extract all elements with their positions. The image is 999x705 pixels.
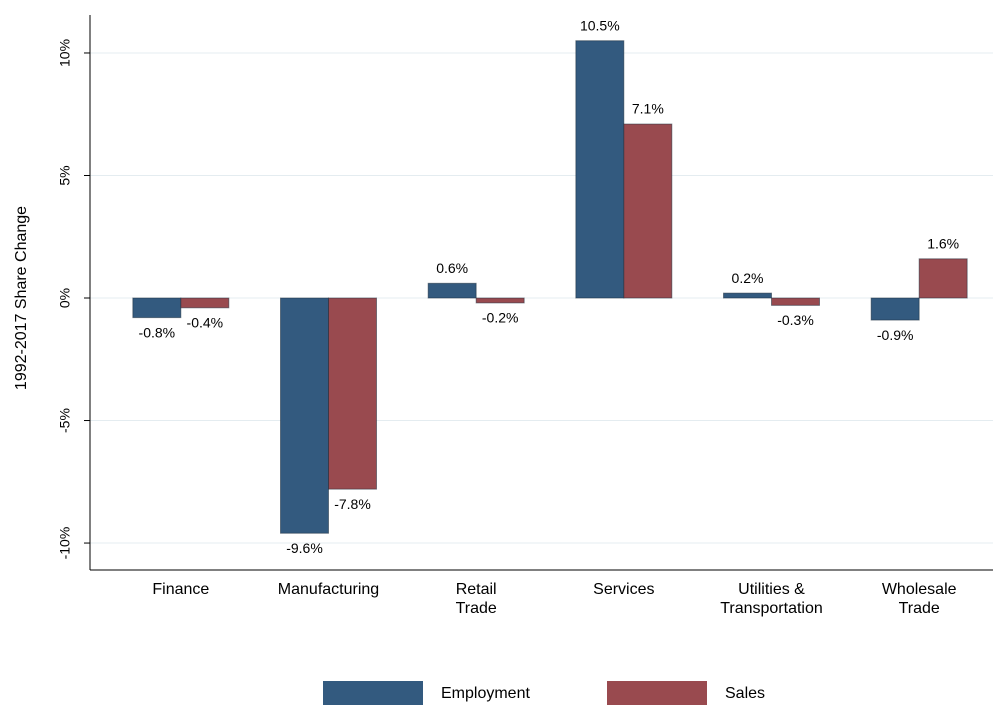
y-axis-title: 1992-2017 Share Change (13, 206, 30, 390)
bar (575, 40, 625, 299)
x-tick-label: Wholesale Trade (882, 581, 957, 617)
y-tick-label: 10% (57, 39, 73, 67)
value-label: -0.8% (139, 324, 176, 340)
x-tick-label: Services (593, 581, 654, 598)
bar (771, 297, 820, 306)
bar (328, 297, 377, 490)
value-label: 0.2% (732, 270, 764, 286)
bar (475, 297, 525, 304)
bar (280, 297, 329, 534)
legend-swatch (323, 681, 423, 705)
bar (623, 123, 673, 299)
value-label: 10.5% (580, 17, 620, 33)
bar (427, 282, 477, 299)
value-label: 7.1% (632, 101, 664, 117)
y-tick-label: -10% (57, 527, 73, 560)
bar (132, 297, 182, 319)
y-tick-label: 5% (57, 165, 73, 185)
bar (723, 292, 772, 299)
value-label: 0.6% (436, 260, 468, 276)
value-label: -0.2% (482, 310, 519, 326)
bar (180, 297, 230, 309)
x-tick-label: Finance (152, 581, 209, 598)
x-tick-label: Utilities & Transportation (720, 581, 823, 617)
value-label: 1.6% (927, 236, 959, 252)
y-tick-label: -5% (57, 408, 73, 433)
legend-swatch (607, 681, 707, 705)
legend-label: Employment (441, 685, 530, 702)
bar (870, 297, 920, 321)
bar (918, 258, 968, 299)
legend-label: Sales (725, 685, 765, 702)
value-label: -7.8% (334, 496, 371, 512)
x-tick-label: Retail Trade (456, 581, 497, 617)
value-label: -9.6% (286, 540, 323, 556)
y-tick-label: 0% (57, 288, 73, 308)
value-label: -0.9% (877, 327, 914, 343)
value-label: -0.3% (777, 312, 814, 328)
x-tick-label: Manufacturing (278, 581, 379, 598)
value-label: -0.4% (187, 315, 224, 331)
